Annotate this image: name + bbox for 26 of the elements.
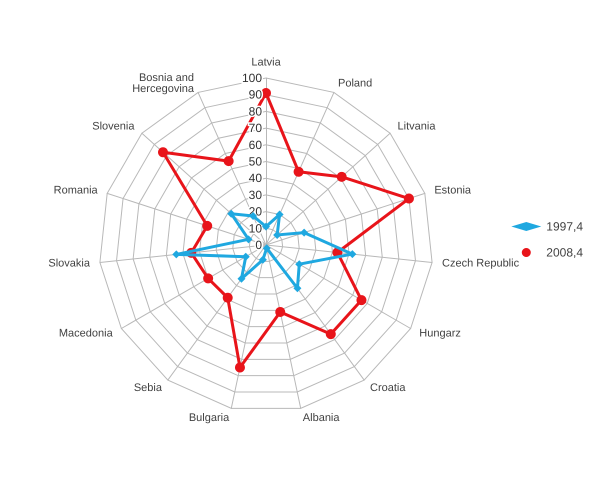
spoke-label: Czech Republic [442,258,520,270]
spoke-label: Litvania [398,120,436,133]
spoke-label: Romania [54,184,99,196]
y-tick-label: 40 [248,171,262,186]
y-tick-label: 10 [248,221,262,236]
y-tick-label: 60 [248,138,262,152]
y-tick-label: 90 [248,88,262,102]
spoke-label: Poland [338,77,372,90]
legend-label: 1997,4 [546,220,584,234]
y-tick-label: 0 [255,238,262,252]
spoke-label: Bosnia and Hercegovina [132,72,195,95]
spoke-label: Bulgaria [188,412,230,424]
spoke-label: Latvia [251,56,282,68]
y-tick-label: 30 [248,188,262,202]
spoke-label: Hungarz [419,328,461,340]
spoke-label: Slovenia [92,120,136,133]
spoke-label: Sebia [134,382,163,394]
spoke-label: Slovakia [48,258,91,270]
spoke-label: Croatia [370,382,406,394]
spoke-label: Macedonia [58,328,114,340]
y-tick-label: 70 [248,121,262,136]
spoke-label: Albania [302,412,340,424]
spoke-label: Estonia [434,184,472,196]
y-tick-label: 50 [248,154,262,168]
y-tick-label: 100 [242,71,262,85]
legend-label: 2008,4 [546,246,584,260]
